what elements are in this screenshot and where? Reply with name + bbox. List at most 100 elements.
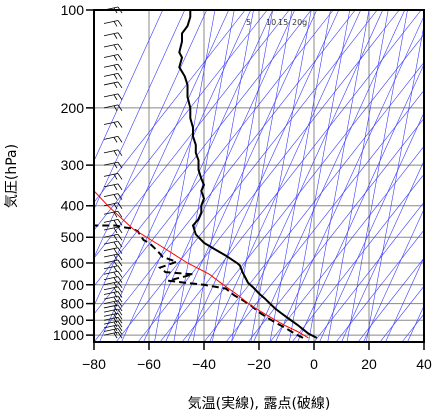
- dry-adiabat: [247, 117, 424, 342]
- wind-barb-shaft: [103, 240, 119, 245]
- moist-adiabat: [341, 160, 424, 342]
- wind-barb-shaft: [103, 161, 119, 166]
- dry-adiabat: [335, 229, 424, 342]
- wind-barb-flag: [113, 254, 118, 261]
- wind-barb-flag: [113, 203, 118, 209]
- dry-adiabat: [94, 10, 290, 259]
- mixing-ratio-line: [231, 10, 293, 342]
- wind-barb-flag: [117, 308, 123, 316]
- wind-barb-flag: [113, 321, 118, 328]
- wind-barb-shaft: [103, 149, 119, 154]
- mixing-ratio-line: [250, 10, 312, 342]
- y-tick-label: 600: [61, 255, 85, 271]
- moist-adiabat: [121, 10, 274, 342]
- wind-barb-shaft: [103, 54, 119, 58]
- wind-barb-shaft: [103, 210, 119, 215]
- y-tick-label: 300: [61, 157, 85, 173]
- y-tick-label: 200: [61, 100, 85, 116]
- wind-barb-flag: [117, 121, 123, 128]
- wind-barb-shaft: [103, 202, 119, 207]
- wind-barb-flag: [113, 65, 118, 71]
- wind-barb-flag: [113, 194, 118, 200]
- x-tick-label: −40: [192, 356, 216, 372]
- mixing-ratio-line: [288, 10, 351, 342]
- wind-barb-shaft: [103, 247, 119, 252]
- wind-barb-flag: [113, 94, 118, 101]
- wind-barb-flag: [113, 33, 118, 39]
- mixing-ratio-line: [192, 10, 254, 342]
- dry-adiabat: [94, 10, 334, 315]
- wind-barb-shaft: [103, 276, 119, 281]
- wind-barb-flag: [117, 20, 123, 27]
- wind-barb-flag: [113, 309, 118, 316]
- wind-barb-shaft: [103, 295, 119, 300]
- wind-barb-flag: [113, 325, 118, 332]
- wind-barb-flag: [113, 260, 118, 267]
- wind-barb-flag: [117, 202, 123, 209]
- mixing-ratio-labels: 5 10 15 20g: [246, 18, 307, 27]
- wind-barb-flag: [117, 281, 123, 288]
- dry-adiabat: [313, 201, 424, 342]
- y-axis-title: 気圧(hPa): [4, 144, 20, 208]
- dry-adiabat: [94, 10, 246, 203]
- wind-barb-shaft: [103, 104, 119, 109]
- wind-barb-shaft: [103, 183, 119, 188]
- adiabat-lines: [94, 10, 424, 342]
- wind-barb-shaft: [103, 286, 119, 291]
- moist-adiabat: [407, 305, 424, 342]
- wind-barb-flag: [113, 82, 118, 89]
- wind-barb-flag: [117, 32, 123, 39]
- wind-barb-shaft: [103, 218, 119, 223]
- y-tick-label: 800: [61, 296, 85, 312]
- wind-barb-shaft: [103, 32, 119, 37]
- wind-barb-shaft: [103, 173, 119, 177]
- dry-adiabat: [94, 10, 356, 342]
- moist-adiabat: [275, 15, 424, 342]
- wind-barb-flag: [113, 318, 118, 324]
- temperature-line: [178, 10, 318, 339]
- moist-adiabat: [231, 10, 384, 342]
- dry-adiabat: [203, 61, 424, 342]
- wind-barb-shaft: [103, 312, 119, 317]
- y-tick-label: 700: [61, 277, 85, 293]
- wind-barb-flag: [117, 320, 123, 328]
- mixing-ratio-line: [365, 23, 424, 342]
- wind-barb-flag: [113, 241, 118, 248]
- wind-barb-flag: [117, 149, 123, 157]
- wind-barb-flag: [117, 81, 123, 89]
- wind-barb-shaft: [103, 193, 119, 198]
- mixing-ratio-line: [173, 10, 235, 342]
- sounding-profiles: [94, 10, 318, 339]
- wind-barb-flag: [113, 314, 118, 320]
- dry-adiabat: [94, 10, 268, 231]
- wind-barb-flag: [113, 277, 118, 283]
- wind-barb-flag: [113, 44, 118, 51]
- dry-adiabat: [379, 285, 424, 342]
- wind-barb-flag: [113, 174, 118, 180]
- moist-adiabat: [187, 10, 340, 342]
- mixing-ratio-line: [154, 10, 216, 342]
- dry-adiabat: [269, 145, 424, 342]
- wind-barb-shaft: [103, 63, 119, 68]
- dry-adiabat: [137, 10, 400, 342]
- wind-barb-shaft: [103, 308, 119, 313]
- mixing-ratio-label: 5: [246, 18, 251, 27]
- wind-barb-flag: [117, 240, 123, 248]
- wind-barb-shaft: [103, 93, 119, 98]
- wind-barb-flag: [117, 161, 123, 169]
- wind-barb-shaft: [103, 265, 119, 270]
- moist-adiabat: [297, 63, 424, 342]
- wind-barb-flag: [117, 313, 123, 320]
- wind-barb-flag: [113, 21, 118, 27]
- wind-barb-flag: [117, 300, 123, 307]
- wind-barb-flag: [117, 304, 123, 312]
- wind-barb-flag: [117, 193, 123, 200]
- wind-barb-flag: [113, 220, 118, 226]
- wind-barb-flag: [117, 259, 123, 267]
- wind-barb-flag: [117, 173, 123, 180]
- wind-barb-flag: [113, 266, 118, 272]
- wind-barb-flag: [113, 305, 118, 312]
- moist-adiabat: [209, 10, 362, 342]
- wind-barb-shaft: [103, 259, 119, 264]
- wind-barb-flag: [113, 74, 118, 80]
